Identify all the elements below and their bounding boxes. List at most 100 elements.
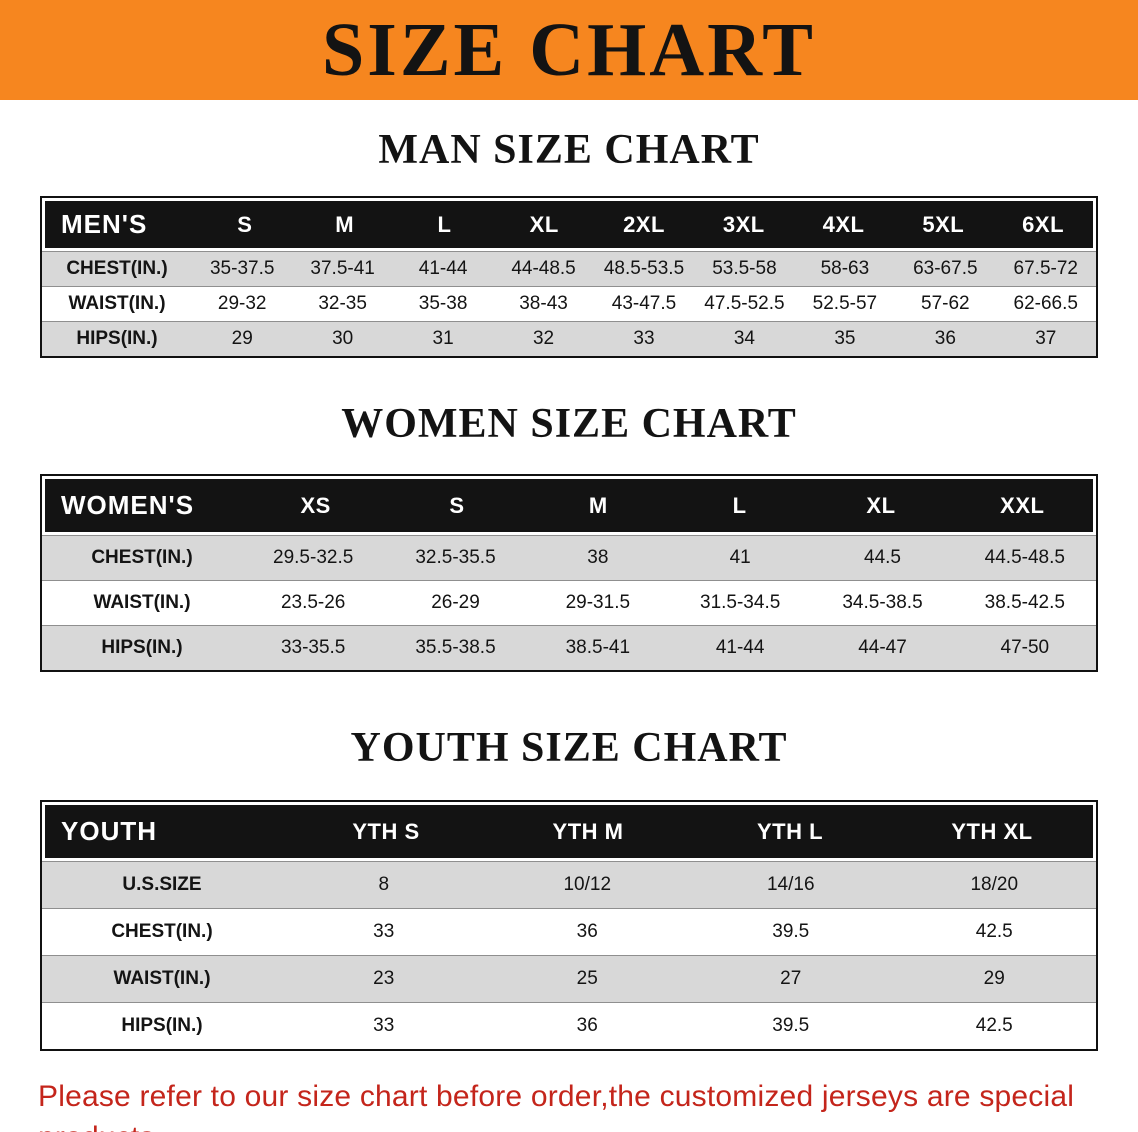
table-cell: 32-35 [318, 293, 367, 314]
size-column-header: XL [866, 492, 896, 518]
size-column-header: L [437, 211, 452, 237]
row-label: U.S.SIZE [122, 874, 202, 895]
table-cell: 34.5-38.5 [842, 592, 923, 613]
table-cell: 23 [373, 968, 395, 989]
youth-ussize-row: U.S.SIZE 8 10/12 14/16 18/20 [42, 861, 1096, 908]
table-cell: 35 [834, 328, 856, 349]
table-cell: 67.5-72 [1013, 258, 1078, 279]
women-section-heading: WOMEN SIZE CHART [341, 401, 797, 447]
table-cell: 37.5-41 [310, 258, 375, 279]
table-cell: 36 [576, 921, 598, 942]
size-column-header: 6XL [1022, 211, 1065, 237]
table-cell: 41-44 [715, 637, 765, 658]
table-cell: 29.5-32.5 [273, 547, 354, 568]
youth-section-heading: YOUTH SIZE CHART [350, 725, 788, 771]
women-header-row: WOMEN'S XS S M L XL XXL [45, 479, 1093, 532]
size-column-header: XXL [1000, 492, 1045, 518]
men-corner-label: MEN'S [61, 209, 148, 239]
table-cell: 37 [1035, 328, 1057, 349]
table-cell: 31.5-34.5 [700, 592, 781, 613]
men-waist-row: WAIST(IN.) 29-32 32-35 35-38 38-43 43-47… [42, 286, 1096, 321]
women-chest-row: CHEST(IN.) 29.5-32.5 32.5-35.5 38 41 44.… [42, 535, 1096, 580]
men-section-heading: MAN SIZE CHART [378, 127, 760, 173]
table-cell: 35.5-38.5 [415, 637, 496, 658]
table-cell: 34 [733, 328, 755, 349]
women-corner-label: WOMEN'S [61, 490, 195, 520]
table-cell: 10/12 [563, 874, 612, 895]
table-cell: 42.5 [975, 1015, 1013, 1036]
table-cell: 58-63 [820, 258, 870, 279]
size-column-header: M [335, 211, 355, 237]
women-hips-row: HIPS(IN.) 33-35.5 35.5-38.5 38.5-41 41-4… [42, 625, 1096, 670]
size-column-header: YTH M [552, 818, 624, 844]
table-cell: 53.5-58 [712, 258, 777, 279]
table-cell: 25 [576, 968, 598, 989]
table-cell: 29-32 [217, 293, 267, 314]
size-column-header: YTH S [352, 818, 420, 844]
table-cell: 47-50 [1000, 637, 1050, 658]
table-cell: 44-48.5 [511, 258, 576, 279]
table-cell: 35-37.5 [209, 258, 275, 279]
table-cell: 42.5 [975, 921, 1013, 942]
table-cell: 29 [983, 968, 1005, 989]
row-label: WAIST(IN.) [93, 592, 191, 613]
table-cell: 36 [576, 1015, 598, 1036]
table-cell: 38 [587, 547, 609, 568]
table-cell: 39.5 [772, 921, 810, 942]
disclaimer-line-1: Please refer to our size chart before or… [38, 1080, 1075, 1132]
table-cell: 31 [432, 328, 454, 349]
table-cell: 44.5 [864, 547, 901, 568]
row-label: WAIST(IN.) [113, 968, 211, 989]
size-column-header: YTH XL [951, 818, 1033, 844]
table-cell: 18/20 [970, 874, 1019, 895]
men-size-table: MEN'S S M L XL 2XL 3XL 4XL 5XL 6XL CHEST… [40, 196, 1098, 358]
youth-header-row: YOUTH YTH S YTH M YTH L YTH XL [45, 805, 1093, 858]
table-cell: 36 [934, 328, 956, 349]
row-label: HIPS(IN.) [101, 637, 183, 658]
size-column-header: S [237, 211, 253, 237]
men-header-row: MEN'S S M L XL 2XL 3XL 4XL 5XL 6XL [45, 201, 1093, 248]
table-cell: 62-66.5 [1013, 293, 1078, 314]
table-cell: 41 [729, 547, 751, 568]
table-cell: 39.5 [772, 1015, 810, 1036]
youth-corner-label: YOUTH [61, 816, 157, 846]
table-cell: 33 [373, 1015, 395, 1036]
table-cell: 57-62 [921, 293, 970, 314]
men-chest-row: CHEST(IN.) 35-37.5 37.5-41 41-44 44-48.5… [42, 251, 1096, 286]
size-column-header: 4XL [822, 211, 865, 237]
table-cell: 33 [633, 328, 655, 349]
table-cell: 48.5-53.5 [603, 258, 685, 279]
table-cell: 38.5-41 [565, 637, 631, 658]
table-cell: 47.5-52.5 [704, 293, 785, 314]
table-cell: 29-31.5 [565, 592, 631, 613]
row-label: CHEST(IN.) [66, 258, 168, 279]
size-column-header: 5XL [922, 211, 965, 237]
size-column-header: M [588, 492, 608, 518]
table-cell: 52.5-57 [812, 293, 878, 314]
table-cell: 29 [231, 328, 253, 349]
banner-title: SIZE CHART [321, 8, 816, 92]
table-cell: 23.5-26 [280, 592, 346, 613]
table-cell: 38-43 [519, 293, 568, 314]
table-cell: 8 [378, 874, 390, 895]
table-cell: 43-47.5 [611, 293, 677, 314]
row-label: HIPS(IN.) [76, 328, 158, 349]
men-hips-row: HIPS(IN.) 29 30 31 32 33 34 35 36 37 [42, 321, 1096, 356]
size-column-header: 2XL [623, 211, 665, 237]
women-size-table: WOMEN'S XS S M L XL XXL CHEST(IN.) 29.5-… [40, 474, 1098, 672]
size-column-header: S [449, 492, 465, 518]
table-cell: 26-29 [431, 592, 480, 613]
table-cell: 30 [332, 328, 354, 349]
table-cell: 35-38 [418, 293, 468, 314]
size-column-header: 3XL [722, 211, 765, 237]
table-cell: 14/16 [766, 874, 815, 895]
table-cell: 27 [780, 968, 802, 989]
table-cell: 44.5-48.5 [984, 547, 1065, 568]
row-label: HIPS(IN.) [121, 1015, 203, 1036]
youth-hips-row: HIPS(IN.) 33 36 39.5 42.5 [42, 1002, 1096, 1049]
table-cell: 44-47 [858, 637, 907, 658]
women-waist-row: WAIST(IN.) 23.5-26 26-29 29-31.5 31.5-34… [42, 580, 1096, 625]
size-chart-banner: SIZE CHART [0, 0, 1138, 100]
table-cell: 41-44 [418, 258, 468, 279]
youth-size-table: YOUTH YTH S YTH M YTH L YTH XL U.S.SIZE … [40, 800, 1098, 1051]
